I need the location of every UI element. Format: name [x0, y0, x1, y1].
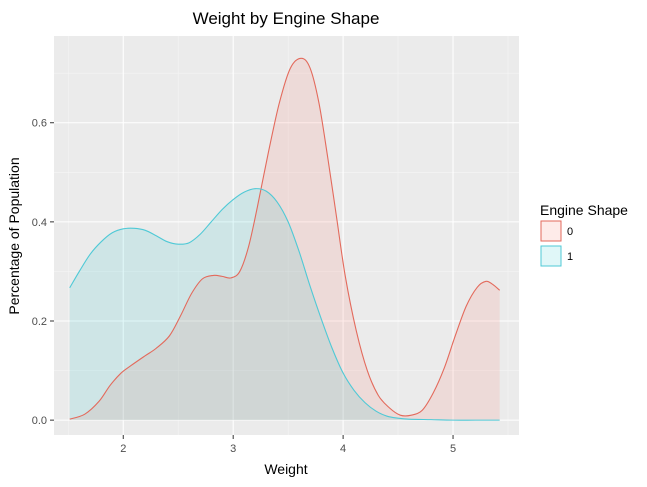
- y-axis-ticks: 0.0 0.2 0.4 0.6: [32, 118, 54, 427]
- plot-panel: [54, 36, 519, 435]
- chart-title: Weight by Engine Shape: [193, 9, 380, 28]
- x-tick-label: 3: [230, 443, 236, 455]
- density-areas: [69, 58, 500, 421]
- legend-title: Engine Shape: [540, 202, 628, 218]
- density-lines: [69, 57, 501, 421]
- x-tick-label: 4: [340, 443, 346, 455]
- density-area-series-1: [69, 188, 500, 421]
- legend-label-series-1: 1: [567, 251, 573, 263]
- x-tick-label: 5: [450, 443, 456, 455]
- legend-items: 01: [540, 220, 573, 267]
- x-tick-label: 2: [120, 443, 126, 455]
- minor-gridlines: [54, 36, 519, 435]
- legend-key-series-1: [540, 245, 562, 267]
- panel-background: [54, 36, 519, 435]
- legend-label-series-0: 0: [567, 226, 573, 238]
- x-axis-title: Weight: [264, 461, 307, 477]
- y-tick-label: 0.0: [32, 415, 47, 427]
- density-line-series-0: [69, 57, 501, 420]
- legend: Engine Shape 01: [540, 202, 628, 267]
- y-tick-label: 0.6: [32, 118, 47, 130]
- density-area-series-0: [69, 58, 500, 421]
- x-axis-ticks: 2 3 4 5: [120, 435, 456, 455]
- legend-key-series-0: [540, 220, 562, 242]
- y-tick-label: 0.4: [32, 217, 47, 229]
- y-tick-label: 0.2: [32, 316, 47, 328]
- major-gridlines: [54, 36, 519, 435]
- density-line-series-1: [69, 188, 500, 421]
- y-axis-title: Percentage of Population: [6, 157, 22, 314]
